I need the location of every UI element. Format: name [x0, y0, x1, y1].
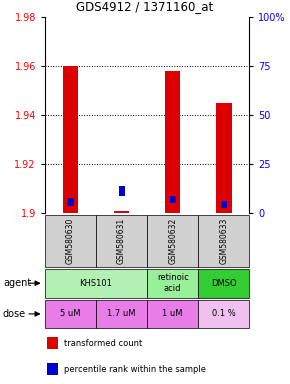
Bar: [221, 201, 227, 208]
Bar: [63, 66, 78, 213]
Text: 1 uM: 1 uM: [162, 310, 183, 318]
Text: DMSO: DMSO: [211, 279, 237, 288]
Text: transformed count: transformed count: [64, 339, 143, 348]
Text: dose: dose: [3, 309, 26, 319]
Bar: [198, 269, 249, 298]
Bar: [119, 186, 125, 196]
Bar: [96, 215, 147, 267]
Bar: [45, 215, 96, 267]
Bar: [216, 103, 231, 213]
Text: percentile rank within the sample: percentile rank within the sample: [64, 365, 206, 374]
Bar: [68, 199, 74, 206]
Bar: [147, 269, 198, 298]
Bar: [45, 300, 96, 328]
Text: GSM580631: GSM580631: [117, 218, 126, 264]
Bar: [165, 71, 180, 213]
Text: GDS4912 / 1371160_at: GDS4912 / 1371160_at: [76, 0, 214, 13]
Bar: [198, 300, 249, 328]
Bar: [147, 300, 198, 328]
Bar: [45, 269, 147, 298]
Text: 1.7 uM: 1.7 uM: [107, 310, 136, 318]
Text: GSM580632: GSM580632: [168, 218, 177, 264]
Text: GSM580633: GSM580633: [219, 218, 228, 264]
Text: GSM580630: GSM580630: [66, 218, 75, 264]
Bar: [47, 363, 58, 376]
Text: 0.1 %: 0.1 %: [212, 310, 236, 318]
Text: agent: agent: [3, 278, 31, 288]
Bar: [114, 211, 129, 213]
Text: KHS101: KHS101: [80, 279, 113, 288]
Text: retinoic
acid: retinoic acid: [157, 273, 188, 293]
Bar: [47, 337, 58, 349]
Text: 5 uM: 5 uM: [60, 310, 81, 318]
Bar: [198, 215, 249, 267]
Bar: [147, 215, 198, 267]
Bar: [96, 300, 147, 328]
Bar: [170, 196, 176, 203]
